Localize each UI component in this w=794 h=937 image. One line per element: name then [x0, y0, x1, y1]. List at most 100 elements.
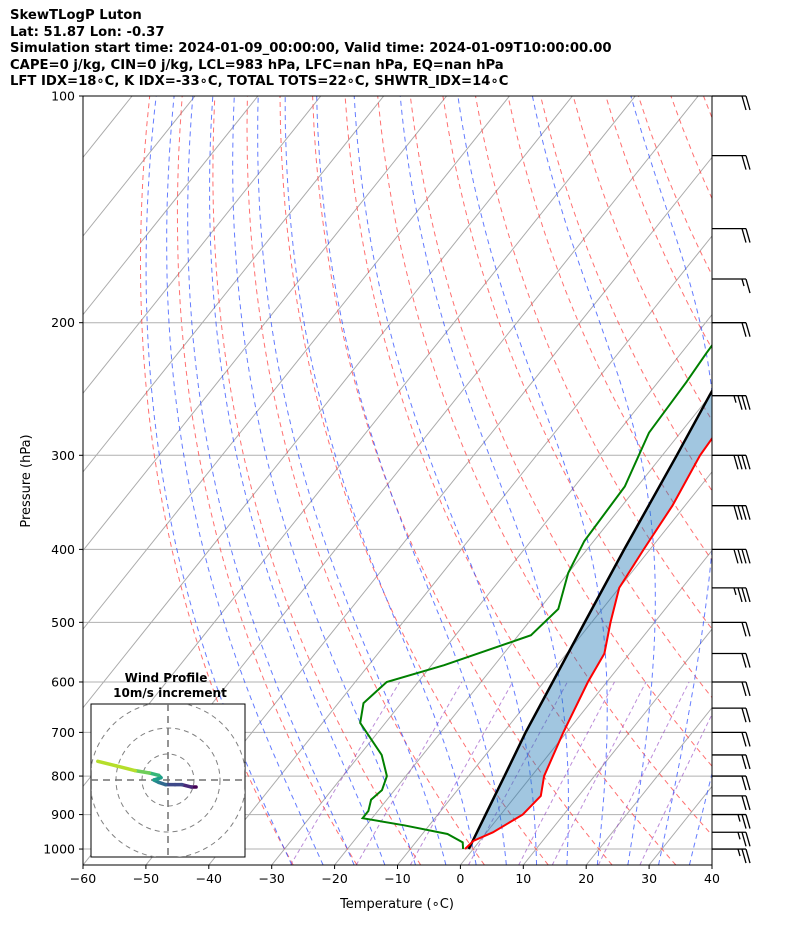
wind-barb-flag: [745, 587, 751, 603]
wind-barb-flag: [745, 653, 751, 668]
dry-adiabat: [736, 96, 794, 865]
wind-barb: [712, 322, 751, 337]
moist-adiabat: [187, 96, 355, 865]
wind-barb-flag: [745, 505, 751, 520]
mixing-ratio-line: [355, 681, 463, 865]
wind-barb-flag: [745, 622, 751, 637]
x-tick-label: 40: [704, 871, 720, 886]
y-tick-label: 700: [51, 725, 75, 740]
wind-barb-flag: [733, 549, 739, 564]
y-tick-label: 600: [51, 674, 75, 689]
wind-barb-half-flag: [737, 832, 741, 840]
wind-barb: [712, 831, 751, 847]
dry-adiabat: [212, 96, 422, 865]
wind-barb-flag: [741, 622, 747, 637]
x-tick-label: −40: [196, 871, 222, 886]
wind-barb-half-flag: [733, 395, 737, 403]
wind-barb: [712, 154, 751, 170]
wind-barb-half-flag: [737, 814, 741, 822]
dry-adiabat: [769, 96, 794, 865]
wind-barb: [712, 775, 751, 791]
wind-barb-flag: [745, 848, 751, 864]
wind-barb-flag: [745, 395, 751, 410]
isotherm: [0, 96, 69, 865]
moist-adiabat: [630, 96, 712, 865]
moist-adiabat: [257, 96, 447, 865]
y-tick-label: 1000: [43, 842, 75, 857]
wind-barb: [712, 95, 751, 111]
isotherm: [711, 864, 712, 865]
moist-adiabat: [166, 96, 324, 865]
dry-adiabat: [442, 96, 712, 699]
wind-barb-flag: [737, 549, 743, 564]
hodograph-inset: [90, 703, 246, 858]
wind-barb-half-flag: [741, 278, 745, 287]
wind-barb-flag: [741, 754, 747, 770]
wind-barb: [712, 621, 751, 637]
wind-barb-flag: [741, 681, 747, 697]
wind-barb-flag: [745, 814, 751, 829]
isotherm: [460, 549, 712, 865]
wind-barb: [712, 278, 751, 294]
isotherm: [83, 96, 322, 395]
wind-barb-flag: [741, 587, 747, 603]
wind-barb-flag: [741, 653, 747, 668]
y-axis-label: Pressure (hPa): [19, 434, 34, 527]
wind-barb-flag: [745, 775, 751, 791]
mixing-ratio-line: [597, 681, 690, 865]
isotherm: [83, 96, 510, 630]
wind-barb-flag: [733, 455, 739, 470]
wind-barb-flag: [741, 322, 747, 337]
simulation-times: Simulation start time: 2024-01-09_00:00:…: [10, 41, 612, 56]
y-tick-label: 500: [51, 615, 75, 630]
wind-barb: [712, 454, 751, 470]
dry-adiabat: [344, 96, 677, 865]
isotherm: [83, 96, 259, 316]
wind-barb-flag: [741, 775, 747, 791]
y-tick-label: 900: [51, 807, 75, 822]
y-tick-label: 800: [51, 769, 75, 784]
isotherm: [83, 96, 196, 237]
wind-barb-flag: [745, 95, 751, 111]
isotherm: [585, 706, 712, 865]
isotherm: [83, 96, 573, 709]
wind-barb: [712, 848, 751, 864]
chart-title: SkewTLogP Luton: [10, 8, 142, 23]
isotherm: [83, 96, 447, 552]
wind-barb-flag: [745, 228, 751, 243]
dry-adiabat: [409, 96, 712, 767]
x-tick-label: 0: [456, 871, 464, 886]
wind-barb: [712, 731, 751, 747]
stability-indices-1: CAPE=0 j/kg, CIN=0 j/kg, LCL=983 hPa, LF…: [10, 57, 504, 73]
wind-barb-flag: [745, 832, 751, 847]
wind-barb-half-flag: [733, 587, 737, 596]
moist-adiabat: [284, 96, 477, 865]
moist-adiabat: [720, 96, 794, 865]
dry-adiabat: [246, 96, 485, 865]
mixing-ratio-line: [639, 713, 712, 865]
wind-barb-flag: [745, 155, 751, 170]
mixing-ratio-line: [468, 681, 568, 865]
hodograph-title: Wind Profile: [125, 671, 208, 685]
parcel-profile-line: [467, 388, 712, 850]
wind-barb: [712, 227, 751, 243]
moist-adiabat: [353, 96, 538, 865]
x-tick-label: −20: [321, 871, 347, 886]
x-axis-label: Temperature (∘C): [339, 897, 454, 912]
cape-cin-area: [465, 391, 712, 849]
wind-barb: [712, 652, 751, 668]
x-tick-label: −30: [259, 871, 285, 886]
axis-ticks: −60 −50 −40 −30 −20 −10 0 10 20 30 40 1000 900 800 700…: [43, 89, 720, 887]
stability-indices-2: LFT IDX=18∘C, K IDX=-33∘C, TOTAL TOTS=22…: [10, 74, 509, 89]
wind-barb-half-flag: [737, 848, 741, 857]
y-tick-label: 200: [51, 315, 75, 330]
wind-barb: [712, 795, 751, 811]
isotherm: [271, 313, 712, 865]
wind-barb-flag: [745, 795, 751, 811]
moist-adiabat: [531, 96, 656, 865]
isotherm: [397, 471, 712, 865]
cape-shading: [465, 391, 712, 849]
dry-adiabat: [312, 96, 613, 865]
moist-adiabat: [145, 96, 293, 865]
wind-barb: [712, 505, 751, 520]
